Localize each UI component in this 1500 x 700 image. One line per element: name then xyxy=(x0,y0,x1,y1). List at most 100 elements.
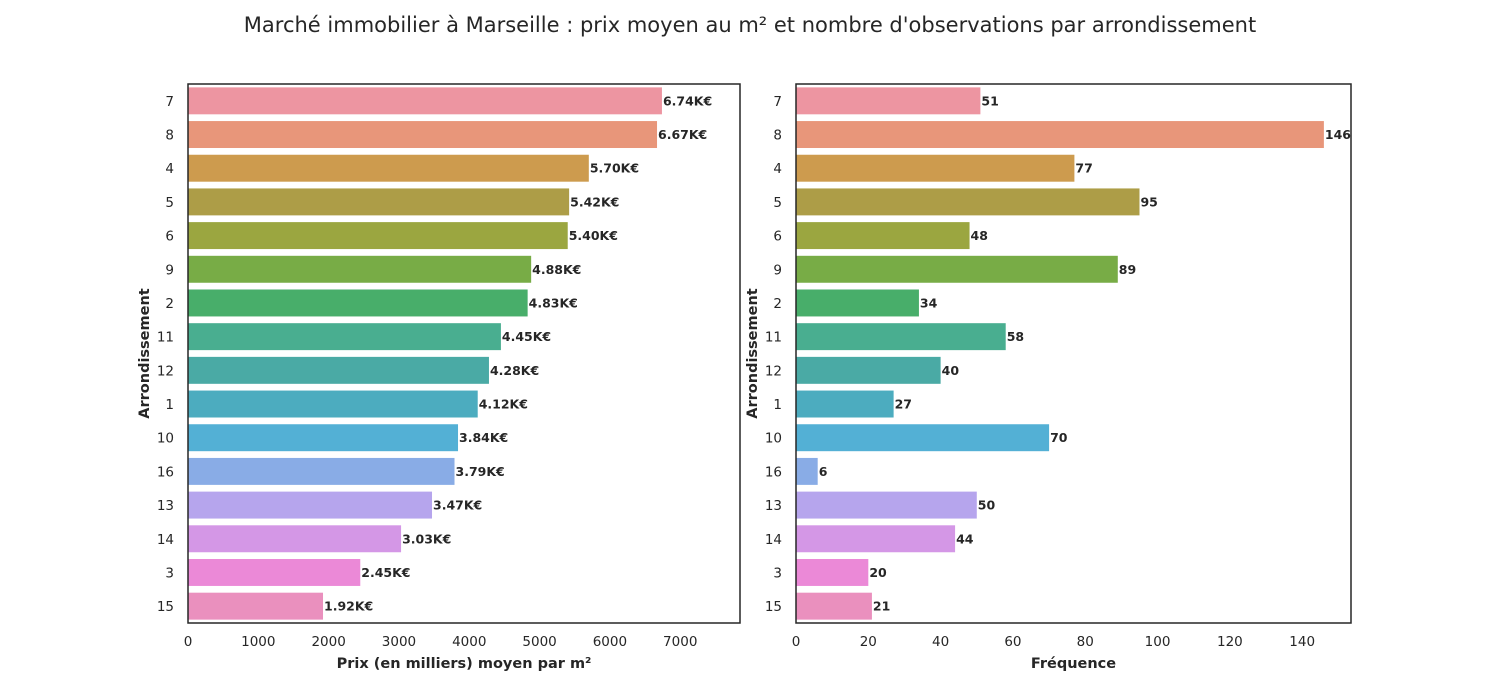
frequency-category-tick: 9 xyxy=(773,262,782,278)
frequency-value-label: 95 xyxy=(1140,194,1157,209)
price-bar-14 xyxy=(188,525,402,553)
price-value-label: 4.88K€ xyxy=(532,262,581,277)
frequency-category-tick: 6 xyxy=(773,229,782,245)
price-plot-frame xyxy=(187,83,741,624)
frequency-x-tick: 100 xyxy=(1145,634,1171,650)
price-category-tick: 8 xyxy=(165,128,174,144)
price-bar-9 xyxy=(188,255,532,283)
frequency-bar-12 xyxy=(796,356,941,384)
price-value-label: 5.40K€ xyxy=(569,228,618,243)
frequency-bar-7 xyxy=(796,87,981,115)
price-value-label: 3.03K€ xyxy=(402,531,451,546)
price-x-tick: 4000 xyxy=(452,634,486,650)
frequency-x-axis-label: Fréquence xyxy=(1031,656,1116,672)
frequency-value-label: 40 xyxy=(942,363,960,378)
frequency-category-tick: 11 xyxy=(765,330,782,346)
price-x-tick: 0 xyxy=(184,634,193,650)
frequency-value-label: 27 xyxy=(895,397,912,412)
price-bar-8 xyxy=(188,121,658,149)
frequency-value-label: 20 xyxy=(869,565,887,580)
price-value-label: 3.79K€ xyxy=(456,464,505,479)
price-bar-6 xyxy=(188,222,568,250)
frequency-value-label: 44 xyxy=(956,531,974,546)
frequency-value-label: 48 xyxy=(971,228,988,243)
frequency-category-tick: 3 xyxy=(773,565,782,581)
price-value-label: 5.70K€ xyxy=(590,161,639,176)
price-x-tick: 1000 xyxy=(241,634,275,650)
price-x-tick: 5000 xyxy=(522,634,556,650)
price-value-label: 3.47K€ xyxy=(433,498,482,513)
price-category-tick: 13 xyxy=(157,498,174,514)
price-value-label: 4.12K€ xyxy=(479,397,528,412)
frequency-value-label: 89 xyxy=(1119,262,1136,277)
price-category-tick: 11 xyxy=(157,330,174,346)
frequency-bar-15 xyxy=(796,592,872,620)
frequency-category-tick: 1 xyxy=(773,397,782,413)
price-value-label: 6.74K€ xyxy=(663,93,712,108)
frequency-bar-16 xyxy=(796,457,818,485)
frequency-value-label: 50 xyxy=(978,498,996,513)
frequency-value-label: 6 xyxy=(819,464,828,479)
price-category-tick: 14 xyxy=(157,532,174,548)
frequency-x-tick: 80 xyxy=(1077,634,1094,650)
frequency-x-tick: 60 xyxy=(1004,634,1021,650)
frequency-category-tick: 4 xyxy=(773,161,782,177)
frequency-bar-10 xyxy=(796,424,1050,452)
price-x-tick: 2000 xyxy=(311,634,345,650)
price-bar-1 xyxy=(188,390,478,418)
frequency-category-tick: 2 xyxy=(773,296,782,312)
price-bar-11 xyxy=(188,323,501,351)
frequency-value-label: 21 xyxy=(873,599,890,614)
price-bar-12 xyxy=(188,356,489,384)
price-bar-3 xyxy=(188,558,361,586)
price-chart-panel: 6.74K€ 7 6.67K€ 8 5.70K€ 4 5.42K€ 5 5.40K€ 6 4.88K… xyxy=(137,83,741,672)
frequency-bar-4 xyxy=(796,154,1075,182)
price-bar-13 xyxy=(188,491,433,519)
frequency-plot-frame xyxy=(795,83,1352,624)
price-x-tick: 7000 xyxy=(663,634,697,650)
price-bar-16 xyxy=(188,457,455,485)
frequency-category-tick: 8 xyxy=(773,128,782,144)
frequency-value-label: 58 xyxy=(1007,329,1024,344)
price-bar-5 xyxy=(188,188,570,216)
price-value-label: 3.84K€ xyxy=(459,430,508,445)
frequency-category-tick: 10 xyxy=(765,431,782,447)
price-value-label: 4.83K€ xyxy=(529,295,578,310)
frequency-category-tick: 12 xyxy=(765,363,782,379)
frequency-bar-5 xyxy=(796,188,1140,216)
frequency-category-tick: 15 xyxy=(765,599,782,615)
frequency-bar-9 xyxy=(796,255,1118,283)
price-value-label: 5.42K€ xyxy=(570,194,619,209)
price-bar-7 xyxy=(188,87,662,115)
price-bar-10 xyxy=(188,424,459,452)
price-x-axis-label: Prix (en milliers) moyen par m² xyxy=(337,656,592,672)
price-value-label: 1.92K€ xyxy=(324,599,373,614)
price-bar-4 xyxy=(188,154,589,182)
price-value-label: 4.45K€ xyxy=(502,329,551,344)
frequency-value-label: 77 xyxy=(1075,161,1092,176)
frequency-bar-14 xyxy=(796,525,956,553)
price-bar-2 xyxy=(188,289,528,317)
frequency-category-tick: 5 xyxy=(773,195,782,211)
price-x-tick: 3000 xyxy=(382,634,416,650)
price-category-tick: 1 xyxy=(165,397,174,413)
price-y-axis-label: Arrondissement xyxy=(137,288,153,419)
frequency-y-axis-label: Arrondissement xyxy=(745,288,761,419)
price-category-tick: 12 xyxy=(157,363,174,379)
frequency-x-tick: 120 xyxy=(1217,634,1243,650)
frequency-x-tick: 140 xyxy=(1289,634,1315,650)
frequency-bar-6 xyxy=(796,222,970,250)
frequency-chart-panel: 51 7 146 8 77 4 95 5 48 6 89 9 34 2 58 11 40 12 27 1 70 10 6 16… xyxy=(745,83,1352,672)
frequency-x-tick: 40 xyxy=(932,634,949,650)
price-bar-15 xyxy=(188,592,324,620)
price-category-tick: 6 xyxy=(165,229,174,245)
price-category-tick: 10 xyxy=(157,431,174,447)
price-category-tick: 15 xyxy=(157,599,174,615)
price-category-tick: 9 xyxy=(165,262,174,278)
frequency-bar-11 xyxy=(796,323,1006,351)
frequency-bar-3 xyxy=(796,558,869,586)
frequency-bar-8 xyxy=(796,121,1324,149)
frequency-category-tick: 7 xyxy=(773,94,782,110)
frequency-category-tick: 13 xyxy=(765,498,782,514)
